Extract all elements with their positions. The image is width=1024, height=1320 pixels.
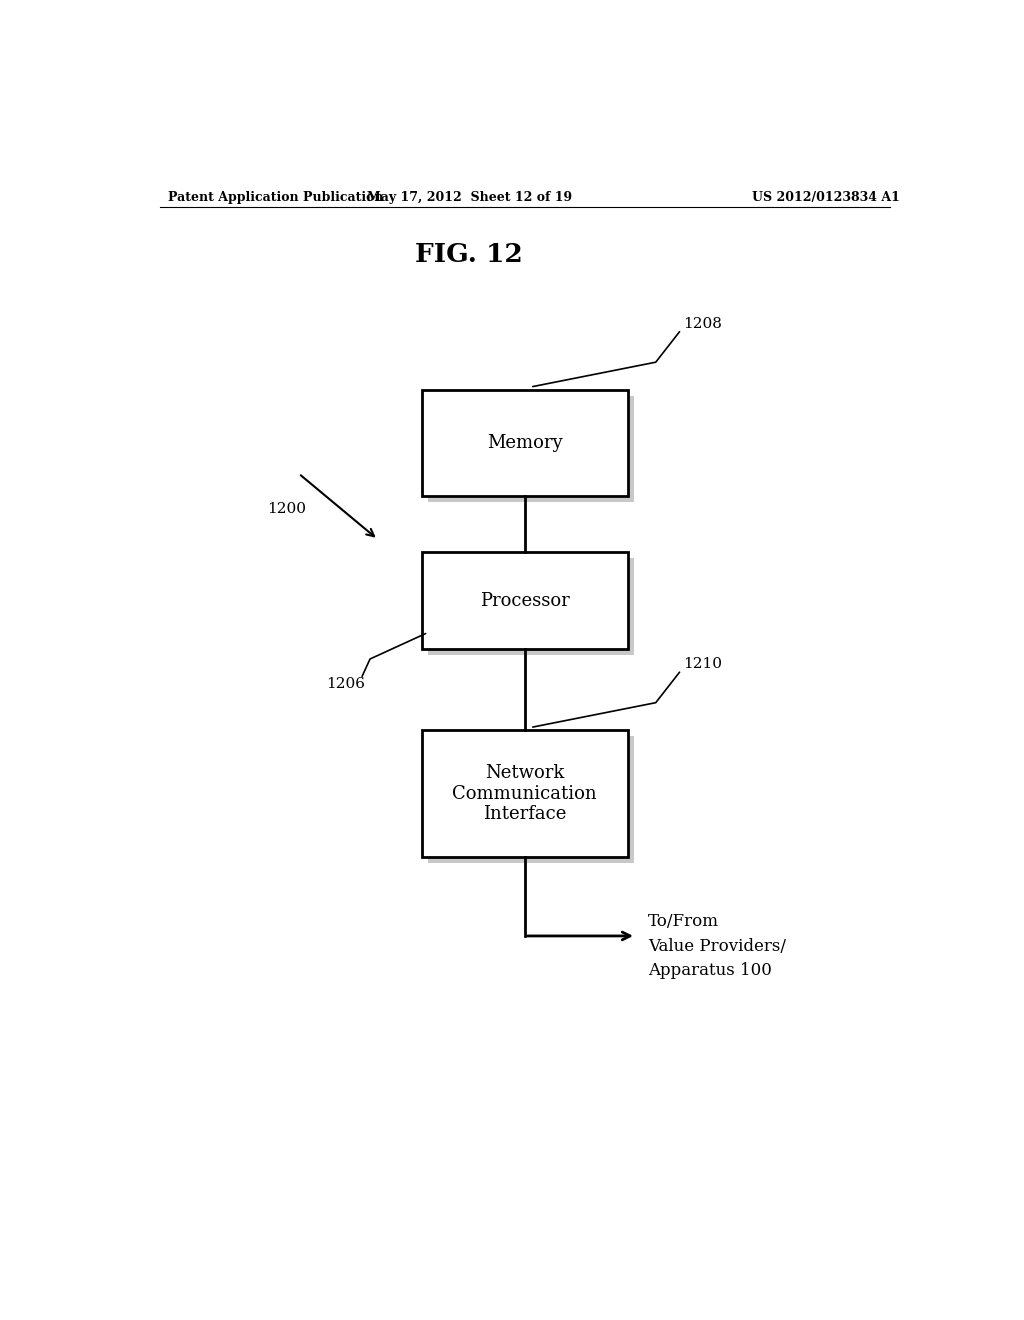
Bar — [428, 737, 634, 863]
Bar — [428, 558, 634, 655]
Text: 1210: 1210 — [684, 657, 723, 671]
Text: 1206: 1206 — [327, 677, 366, 692]
Text: FIG. 12: FIG. 12 — [416, 243, 523, 268]
Text: Processor: Processor — [480, 591, 569, 610]
Text: Patent Application Publication: Patent Application Publication — [168, 190, 383, 203]
Text: Memory: Memory — [487, 434, 562, 451]
Text: May 17, 2012  Sheet 12 of 19: May 17, 2012 Sheet 12 of 19 — [367, 190, 571, 203]
Bar — [428, 396, 634, 503]
Text: 1208: 1208 — [684, 317, 722, 330]
Text: 1200: 1200 — [267, 502, 306, 516]
Text: Network
Communication
Interface: Network Communication Interface — [453, 764, 597, 824]
Bar — [422, 389, 628, 496]
Bar — [422, 552, 628, 649]
Text: US 2012/0123834 A1: US 2012/0123834 A1 — [753, 190, 900, 203]
Text: To/From
Value Providers/
Apparatus 100: To/From Value Providers/ Apparatus 100 — [648, 913, 785, 979]
Bar — [422, 730, 628, 857]
